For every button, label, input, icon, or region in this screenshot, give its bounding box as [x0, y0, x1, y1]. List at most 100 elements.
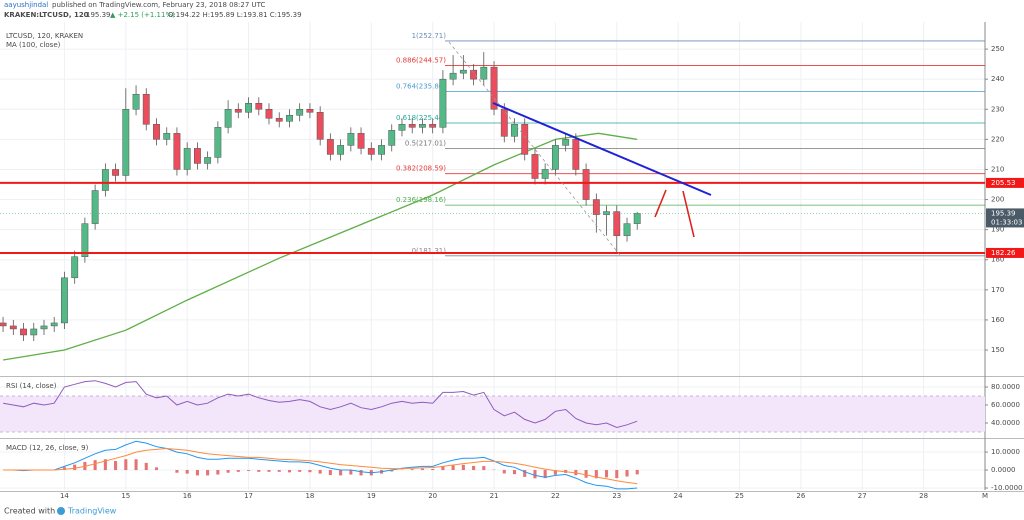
x-tick-label: 20	[428, 492, 437, 500]
footer-brand[interactable]: TradingView	[67, 507, 117, 516]
histogram-bar	[441, 466, 445, 471]
histogram-bar	[195, 470, 199, 476]
candle-body	[50, 322, 58, 327]
last-price-label: 195.39	[991, 209, 1016, 217]
histogram-bar	[533, 470, 537, 479]
moving-average	[2, 132, 638, 361]
x-tick-label: 25	[735, 492, 744, 500]
histogram-bar	[216, 470, 220, 475]
candle-body	[316, 112, 324, 140]
candle-body	[511, 124, 518, 137]
candle-body	[633, 213, 641, 224]
histogram-bar	[482, 466, 486, 471]
histogram-bar	[451, 465, 455, 471]
histogram-bar	[257, 470, 261, 472]
candle-body	[214, 127, 222, 158]
last: 195.39	[86, 11, 111, 19]
histogram-bar	[247, 470, 251, 471]
y-tick-label: 200	[991, 196, 1004, 204]
x-tick-label: 23	[612, 492, 621, 500]
histogram-bar	[410, 469, 414, 471]
y-tick-label: 10.0000	[991, 448, 1020, 456]
histogram-bar	[236, 470, 240, 472]
histogram-bar	[349, 470, 353, 475]
logo	[57, 507, 65, 515]
candle-body	[521, 124, 529, 155]
arrow-down	[682, 190, 695, 238]
arrow-up	[654, 189, 667, 218]
candle-body	[449, 72, 457, 80]
histogram-bar	[472, 465, 476, 471]
fib-label: 0.5(217.01)	[405, 139, 446, 147]
candle-body	[388, 130, 396, 146]
y-tick-label: 150	[991, 346, 1004, 354]
y-tick-label: 240	[991, 75, 1004, 83]
histogram-bar	[103, 459, 107, 471]
y-tick-label: 160	[991, 316, 1004, 324]
histogram-bar	[308, 470, 312, 473]
histogram-bar	[512, 470, 517, 475]
candle-body	[326, 139, 334, 155]
candle-body	[490, 66, 498, 110]
histogram-bar	[206, 470, 210, 476]
candle-body	[20, 328, 27, 336]
histogram-bar	[93, 460, 97, 471]
candle-body	[408, 124, 416, 128]
candle-body	[296, 109, 304, 116]
candle-body	[337, 145, 345, 155]
y-tick-label: 170	[991, 286, 1004, 294]
histogram-bar	[502, 470, 506, 474]
candle-body	[0, 322, 7, 327]
rsi-line	[3, 380, 638, 429]
candle-body	[275, 118, 283, 122]
x-tick-label: 28	[919, 492, 928, 500]
candle-body	[163, 133, 171, 140]
panel-title: RSI (14, close)	[6, 382, 57, 390]
candle-body	[541, 169, 549, 179]
histogram-bar	[226, 470, 230, 473]
histogram-bar	[134, 459, 138, 471]
published: published on TradingView.com, February 2…	[52, 1, 266, 9]
histogram-bar	[420, 468, 424, 471]
change: ▲ +2.15 (+1.11%)	[110, 11, 175, 19]
histogram-bar	[298, 470, 302, 472]
candle-body	[398, 124, 406, 131]
histogram-bar	[553, 470, 557, 475]
x-tick-label: 16	[183, 492, 192, 500]
footer-created: Created with	[4, 507, 55, 516]
candle-body	[142, 93, 150, 125]
x-tick-label: 27	[858, 492, 867, 500]
candle-body	[439, 78, 447, 128]
histogram-bar	[124, 459, 128, 471]
candle-body	[183, 148, 191, 170]
symbol: KRAKEN:LTCUSD, 120	[4, 11, 89, 19]
x-tick-label: 17	[244, 492, 253, 500]
candle-body	[71, 256, 79, 279]
candle-body	[429, 124, 437, 128]
candle-body	[286, 115, 293, 122]
countdown: 01:33:03	[991, 218, 1022, 226]
macd-line	[3, 440, 638, 490]
histogram-bar	[62, 467, 66, 471]
x-tick-label: 21	[490, 492, 499, 500]
histogram-bar	[523, 470, 527, 477]
x-tick-label: 15	[121, 492, 130, 500]
x-tick-label: 26	[796, 492, 805, 500]
publisher[interactable]: aayushjindal	[4, 1, 48, 9]
plot: 14 15 16 17 18 19 20 21 22 23 24 25 26 27 28 M 150 160 170…	[0, 22, 1024, 500]
y-tick-label: 60.0000	[991, 401, 1020, 409]
level-label: 205.53	[991, 179, 1016, 187]
fib-label: 1(252.71)	[412, 32, 447, 40]
histogram-bar	[287, 470, 292, 473]
histogram-bar	[359, 470, 363, 476]
histogram-bar	[461, 464, 465, 471]
candle-body	[357, 133, 365, 149]
histogram-bar	[431, 468, 435, 471]
candle-body	[40, 325, 48, 330]
candle-body	[153, 124, 160, 140]
candle-body	[101, 169, 109, 191]
histogram-bar	[277, 470, 281, 472]
y-tick-label: 0.0000	[991, 466, 1016, 474]
histogram-bar	[114, 461, 118, 471]
x-tick-label: 19	[367, 492, 376, 500]
